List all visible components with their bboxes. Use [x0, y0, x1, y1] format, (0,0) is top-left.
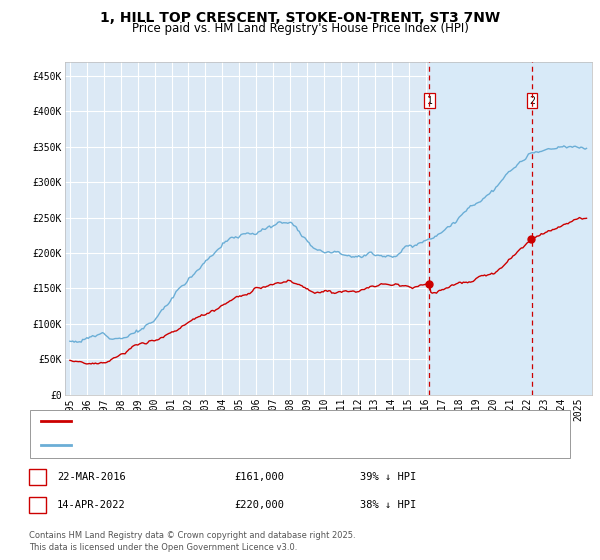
Text: 22-MAR-2016: 22-MAR-2016 [57, 472, 126, 482]
Text: HPI: Average price, detached house, Stafford: HPI: Average price, detached house, Staf… [77, 440, 352, 450]
Text: £161,000: £161,000 [234, 472, 284, 482]
Text: 2: 2 [34, 500, 41, 510]
Text: 38% ↓ HPI: 38% ↓ HPI [360, 500, 416, 510]
Text: 2: 2 [529, 96, 535, 106]
Text: 39% ↓ HPI: 39% ↓ HPI [360, 472, 416, 482]
Text: Price paid vs. HM Land Registry's House Price Index (HPI): Price paid vs. HM Land Registry's House … [131, 22, 469, 35]
Text: Contains HM Land Registry data © Crown copyright and database right 2025.
This d: Contains HM Land Registry data © Crown c… [29, 531, 355, 552]
Text: 1, HILL TOP CRESCENT, STOKE-ON-TRENT, ST3 7NW (detached house): 1, HILL TOP CRESCENT, STOKE-ON-TRENT, ST… [77, 416, 464, 426]
Bar [430, 62, 592, 395]
Text: 1, HILL TOP CRESCENT, STOKE-ON-TRENT, ST3 7NW: 1, HILL TOP CRESCENT, STOKE-ON-TRENT, ST… [100, 11, 500, 25]
Text: 14-APR-2022: 14-APR-2022 [57, 500, 126, 510]
Text: 1: 1 [34, 472, 41, 482]
Text: 1: 1 [427, 96, 432, 106]
Text: £220,000: £220,000 [234, 500, 284, 510]
